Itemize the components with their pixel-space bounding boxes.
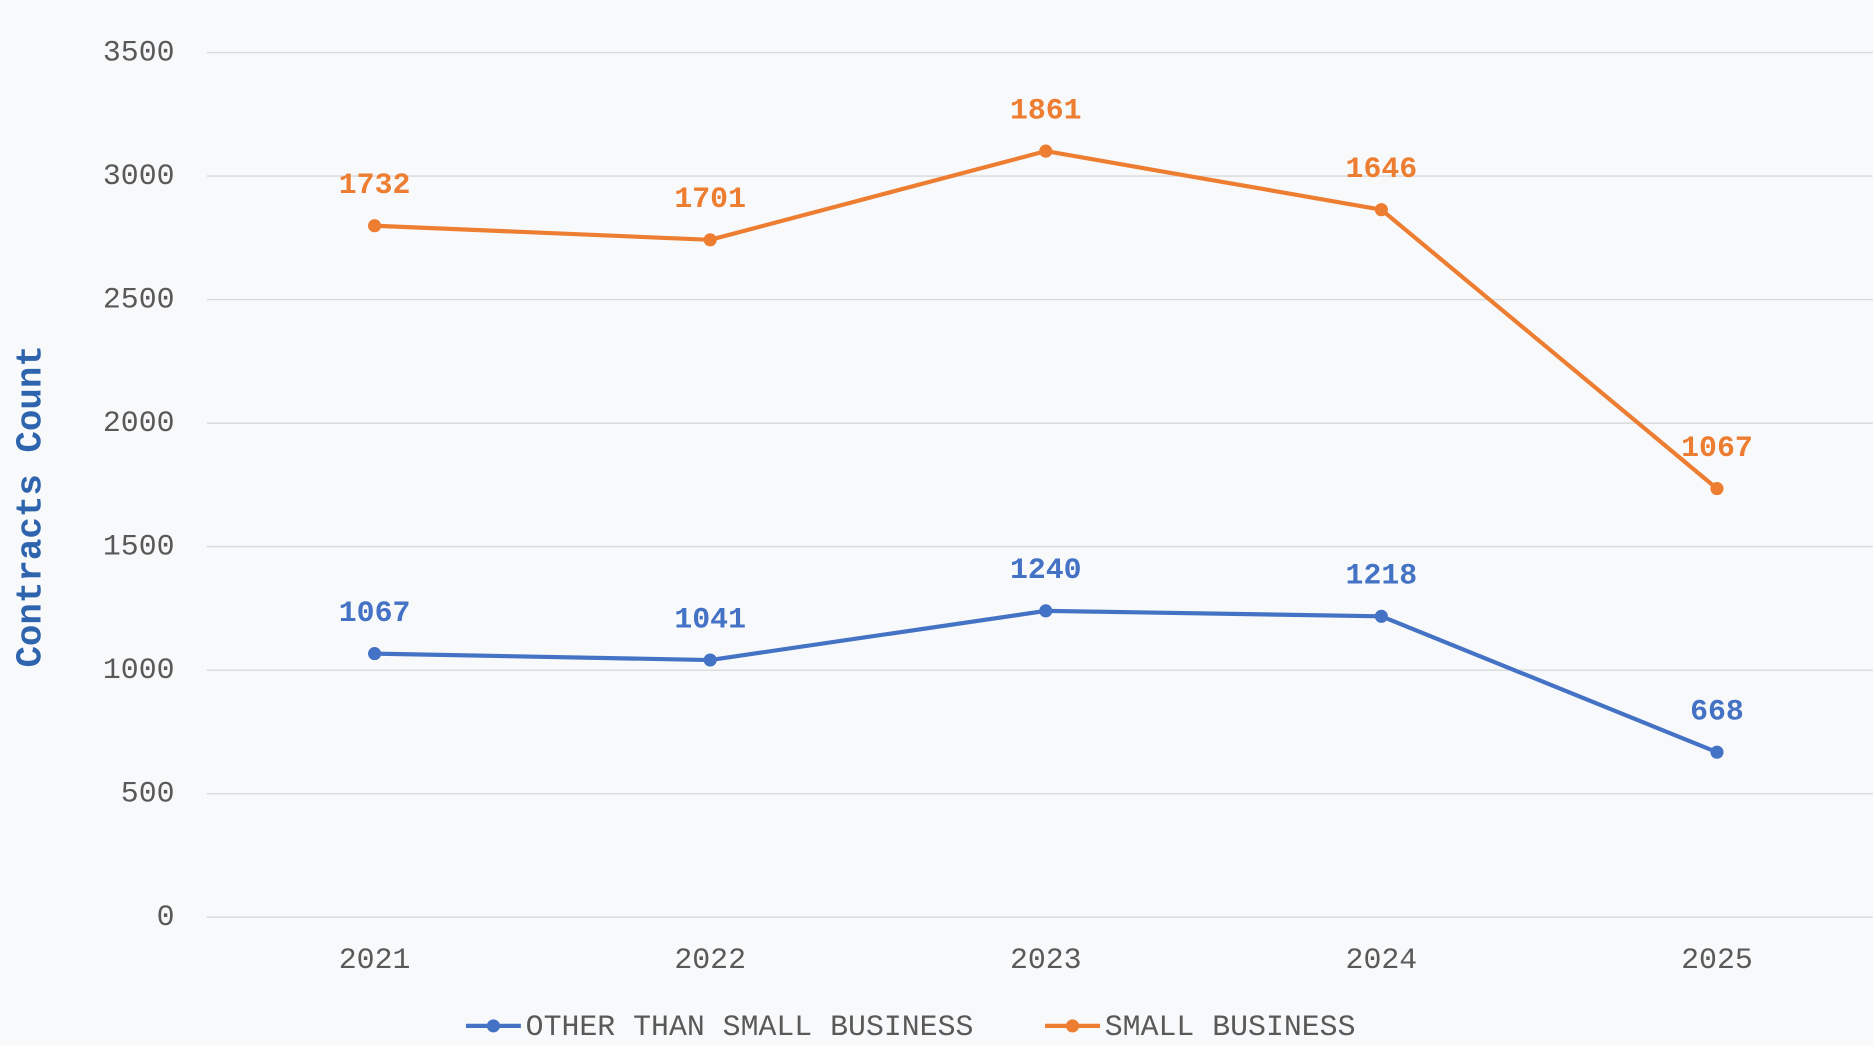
y-axis-label: Contracts Count [11, 345, 52, 667]
y-tick-label: 2000 [103, 406, 175, 440]
data-label: 1240 [1010, 553, 1082, 587]
legend-label: SMALL BUSINESS [1105, 1010, 1356, 1044]
x-tick-label: 2022 [674, 943, 746, 977]
data-point [1374, 203, 1388, 217]
data-point [1374, 609, 1388, 623]
y-tick-label: 0 [157, 900, 175, 934]
data-point [1710, 482, 1724, 496]
data-label: 1861 [1010, 93, 1082, 127]
y-tick-label: 3000 [103, 159, 175, 193]
x-tick-label: 2025 [1681, 943, 1753, 977]
x-tick-label: 2024 [1346, 943, 1418, 977]
data-label: 1646 [1346, 152, 1418, 186]
data-point [368, 647, 382, 661]
data-label: 1701 [674, 182, 746, 216]
y-tick-label: 3500 [103, 35, 175, 69]
y-tick-label: 500 [121, 777, 175, 811]
data-point [1710, 745, 1724, 759]
data-point [1039, 144, 1053, 158]
y-tick-label: 1500 [103, 530, 175, 564]
data-label: 1041 [674, 602, 746, 636]
y-tick-label: 1000 [103, 653, 175, 687]
x-tick-label: 2023 [1010, 943, 1082, 977]
data-label: 668 [1690, 694, 1744, 728]
x-tick-label: 2021 [339, 943, 411, 977]
y-tick-label: 2500 [103, 282, 175, 316]
data-point [1039, 604, 1053, 618]
data-point [703, 653, 717, 667]
data-label: 1067 [339, 596, 411, 630]
legend-marker [486, 1019, 500, 1033]
data-label: 1732 [339, 168, 411, 202]
legend-marker [1065, 1019, 1080, 1033]
data-label: 1218 [1346, 559, 1418, 593]
data-label: 1067 [1681, 431, 1753, 465]
data-point [368, 219, 382, 233]
legend-label: OTHER THAN SMALL BUSINESS [526, 1010, 974, 1044]
data-point [703, 233, 717, 247]
